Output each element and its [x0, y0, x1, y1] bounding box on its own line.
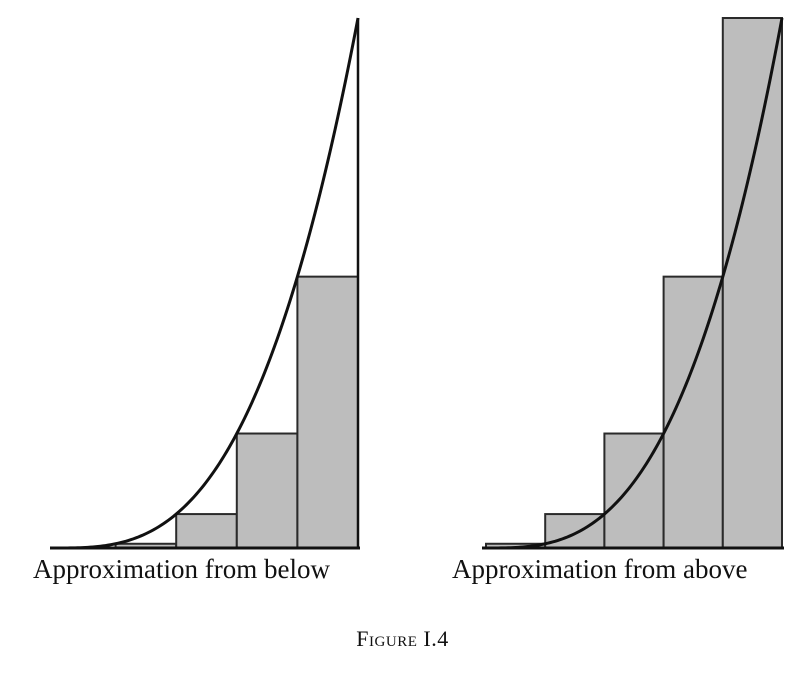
curve — [486, 17, 784, 550]
caption-approximation-from-above: Approximation from above — [452, 554, 748, 584]
figure-label-word: Figure — [356, 626, 418, 651]
upper-rectangles — [485, 17, 783, 550]
rectangle-4 — [235, 432, 299, 549]
upper-sum-panel — [482, 17, 784, 550]
caption-approximation-from-below: Approximation from below — [33, 554, 330, 584]
rectangle-5 — [721, 17, 783, 549]
figure-label-number: I.4 — [423, 626, 449, 651]
rectangle-5 — [296, 275, 359, 549]
lower-sum-panel — [50, 17, 360, 550]
rectangle-3 — [175, 513, 238, 550]
lower-rectangles — [114, 275, 359, 550]
curve — [55, 17, 360, 550]
figure-label: Figure I.4 — [0, 628, 805, 650]
